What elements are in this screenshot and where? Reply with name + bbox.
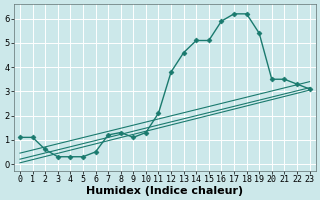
X-axis label: Humidex (Indice chaleur): Humidex (Indice chaleur) bbox=[86, 186, 243, 196]
